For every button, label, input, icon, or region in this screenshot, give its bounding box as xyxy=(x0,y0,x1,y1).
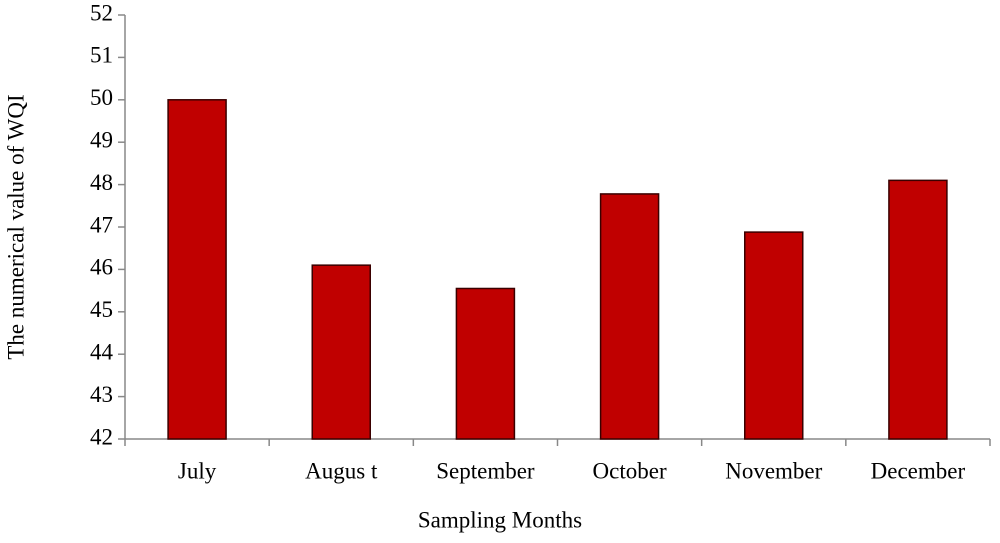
y-tick-label: 46 xyxy=(90,255,113,280)
bar xyxy=(888,179,948,440)
x-tick-label: September xyxy=(436,458,535,483)
x-tick-label: Augus t xyxy=(305,458,378,483)
y-tick-label: 52 xyxy=(90,0,113,25)
x-tick-label: July xyxy=(178,458,217,483)
x-tick-label: December xyxy=(871,458,966,483)
y-tick-label: 43 xyxy=(90,382,113,407)
bar xyxy=(167,99,227,440)
y-tick-label: 48 xyxy=(90,170,113,195)
bar xyxy=(311,264,371,440)
y-tick-label: 50 xyxy=(90,85,113,110)
y-tick-label: 51 xyxy=(90,43,113,68)
bar xyxy=(599,193,660,440)
y-tick-label: 49 xyxy=(90,127,113,152)
x-axis-title: Sampling Months xyxy=(418,507,582,532)
x-tick-label: October xyxy=(593,458,667,483)
x-tick-label: November xyxy=(725,458,822,483)
y-tick-label: 44 xyxy=(90,339,114,364)
y-tick-label: 42 xyxy=(90,424,113,449)
bar xyxy=(455,287,516,440)
y-axis-title: The numerical value of WQI xyxy=(3,94,28,359)
bar xyxy=(744,231,804,440)
y-tick-label: 45 xyxy=(90,297,113,322)
y-tick-label: 47 xyxy=(90,212,113,237)
